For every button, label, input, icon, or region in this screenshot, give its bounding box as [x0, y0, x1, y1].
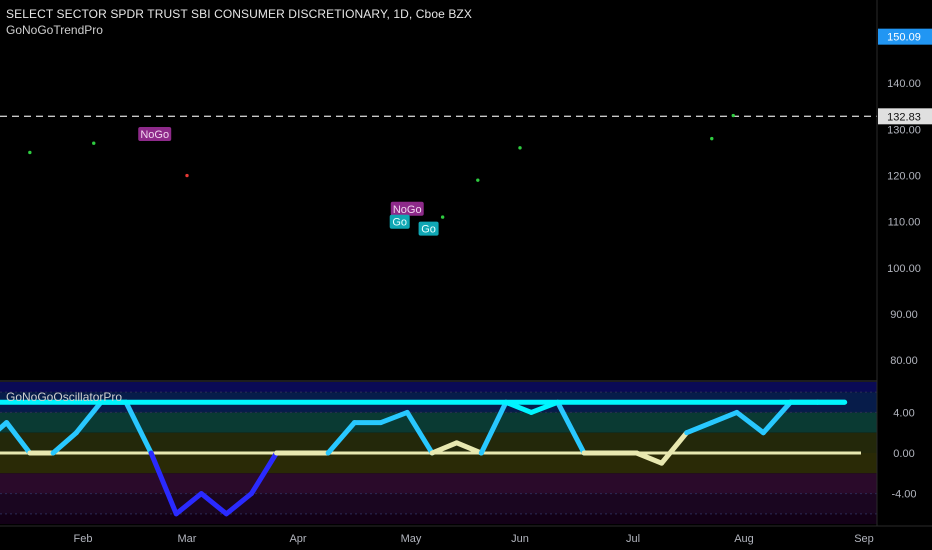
last-price-badge [878, 28, 932, 45]
signal-label-text: Go [392, 217, 407, 229]
osc-segment [198, 491, 229, 517]
osc-segment [4, 420, 33, 456]
last-price-label: 150.09 [887, 32, 921, 44]
x-tick-label: Mar [178, 533, 197, 545]
osc-y-tick-label: -4.00 [891, 489, 916, 501]
osc-y-tick-label: 4.00 [893, 407, 914, 419]
osc-segment [173, 491, 204, 517]
signal-dot [731, 113, 735, 118]
x-tick-label: May [401, 533, 422, 545]
osc-band [0, 493, 877, 514]
osc-segment [50, 430, 79, 456]
osc-segment [760, 399, 793, 436]
nogo-label [138, 127, 172, 141]
oscillator-line [0, 399, 861, 517]
signal-dot [518, 146, 522, 150]
oscillator-label[interactable]: GoNoGoOscillatorPro [6, 390, 123, 404]
y-tick-label: 90.00 [890, 309, 918, 321]
osc-y-tick-label: 0.00 [893, 448, 914, 460]
y-tick-label: 100.00 [887, 263, 921, 275]
go-label [389, 214, 410, 229]
signal-dot [28, 150, 32, 155]
y-tick-label: 130.00 [887, 124, 921, 136]
x-tick-label: Apr [289, 533, 306, 545]
x-tick-label: Jul [626, 533, 640, 545]
osc-segment [709, 409, 740, 426]
osc-band [0, 513, 877, 524]
osc-segment [0, 420, 10, 432]
osc-segment [454, 440, 484, 456]
x-tick-label: Aug [734, 533, 754, 545]
go-label [418, 221, 439, 236]
osc-segment [223, 491, 254, 517]
osc-segment [404, 409, 435, 456]
reference-price-badge [878, 108, 932, 125]
osc-segment [734, 409, 766, 436]
signal-dot [710, 136, 714, 141]
signal-dot [185, 173, 189, 178]
osc-band [0, 453, 877, 474]
osc-segment [123, 399, 154, 456]
x-tick-label: Sep [854, 533, 874, 545]
y-tick-label: 140.00 [887, 78, 921, 90]
y-tick-label: 110.00 [888, 217, 921, 229]
osc-segment [659, 430, 690, 466]
y-tick-label: 120.00 [887, 171, 921, 183]
osc-band [0, 382, 877, 393]
osc-segment [684, 420, 715, 436]
chart-title: SELECT SECTOR SPDR TRUST SBI CONSUMER DI… [6, 7, 472, 21]
signal-dot [440, 215, 445, 219]
osc-segment [378, 409, 410, 426]
signal-dots [28, 113, 735, 219]
reference-price-label: 132.83 [887, 111, 921, 123]
signal-dot [476, 178, 480, 182]
y-tick-label: 80.00 [890, 355, 918, 367]
signal-label-text: Go [421, 224, 436, 236]
nogo-label [390, 201, 424, 216]
osc-band [0, 432, 877, 453]
signal-label-text: NoGo [393, 204, 422, 216]
signal-dot [92, 141, 96, 145]
x-tick-label: Jun [511, 533, 529, 545]
osc-segment [634, 450, 665, 466]
osc-segment [148, 450, 179, 517]
x-tick-label: Feb [74, 533, 93, 545]
osc-segment [73, 399, 104, 436]
osc-segment [555, 399, 587, 456]
osc-segment [325, 420, 357, 456]
osc-segment [478, 399, 509, 456]
osc-band [0, 473, 877, 494]
osc-segment [429, 440, 460, 456]
osc-band [0, 412, 877, 433]
osc-segment [248, 450, 280, 497]
signal-label-text: NoGo [140, 129, 169, 141]
indicator-label[interactable]: GoNoGoTrendPro [6, 23, 103, 37]
